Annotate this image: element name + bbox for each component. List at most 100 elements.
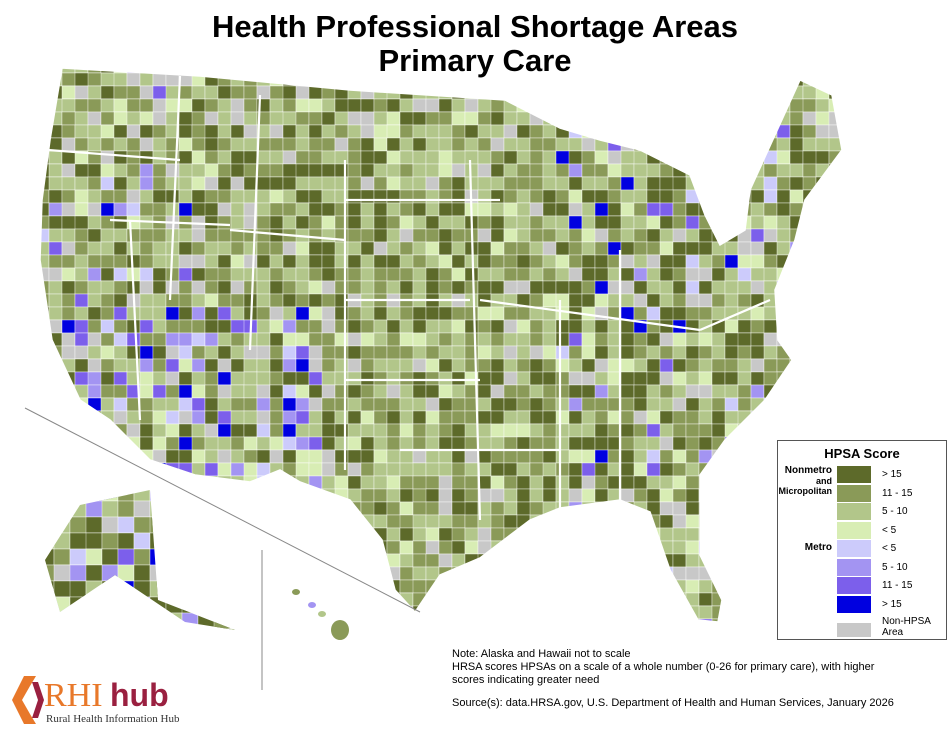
county-cell	[399, 241, 414, 256]
county-cell	[204, 449, 219, 464]
county-cell	[69, 490, 103, 502]
county-cell	[256, 488, 271, 503]
county-cell	[724, 68, 739, 74]
county-cell	[789, 267, 817, 282]
county-cell	[594, 124, 622, 139]
county-cell	[568, 397, 583, 412]
county-cell	[594, 150, 609, 165]
county-cell	[555, 254, 570, 269]
county-cell	[40, 592, 50, 607]
county-cell	[490, 85, 505, 100]
county-cell	[724, 501, 739, 516]
county-cell	[412, 228, 427, 243]
county-cell	[243, 397, 258, 412]
county-cell	[133, 532, 151, 550]
county-cell	[61, 501, 76, 516]
county-cell	[698, 345, 713, 360]
legend-group-nonmetro: Nonmetro and Micropolitan	[779, 465, 833, 497]
county-cell	[659, 68, 687, 74]
county-cell	[113, 579, 128, 594]
county-cell	[61, 436, 76, 451]
county-cell	[503, 488, 518, 503]
county-cell	[425, 215, 440, 230]
county-cell	[451, 332, 466, 347]
county-cell	[646, 410, 661, 425]
county-cell	[74, 137, 89, 152]
county-cell	[594, 254, 609, 269]
county-cell	[750, 137, 765, 152]
county-cell	[217, 150, 232, 165]
county-cell	[360, 410, 375, 425]
county-cell	[282, 241, 297, 256]
rhihub-logo[interactable]: RHI hub Rural Health Information Hub	[10, 670, 210, 731]
county-cell	[789, 371, 804, 386]
county-cell	[230, 553, 245, 568]
county-cell	[373, 306, 388, 321]
county-cell	[373, 449, 388, 464]
county-cell	[568, 553, 596, 568]
county-cell	[61, 176, 76, 191]
county-cell	[711, 371, 726, 386]
county-cell	[698, 501, 726, 516]
county-cell	[213, 532, 231, 550]
county-cell	[399, 384, 414, 399]
county-cell	[347, 124, 362, 139]
county-cell	[594, 605, 609, 620]
county-cell	[815, 68, 830, 74]
county-cell	[412, 358, 427, 373]
county-cell	[204, 553, 219, 568]
county-cell	[308, 514, 323, 529]
county-cell	[828, 358, 842, 373]
county-cell	[165, 202, 180, 217]
county-cell	[633, 241, 648, 256]
county-cell	[399, 618, 427, 622]
county-cell	[74, 605, 89, 620]
county-cell	[555, 345, 570, 360]
alaska	[45, 490, 235, 630]
county-cell	[685, 150, 713, 165]
county-cell	[308, 124, 323, 139]
county-cell	[594, 410, 609, 425]
county-cell	[126, 163, 141, 178]
county-cell	[633, 475, 648, 490]
county-cell	[737, 150, 765, 165]
county-cell	[61, 332, 76, 347]
county-cell	[737, 553, 752, 568]
county-cell	[776, 176, 791, 191]
county-cell	[100, 345, 115, 360]
county-cell	[594, 72, 609, 87]
county-cell	[373, 566, 388, 581]
county-cell	[282, 592, 297, 607]
county-cell	[165, 267, 180, 282]
county-cell	[763, 345, 778, 360]
county-cell	[529, 85, 544, 100]
county-cell	[213, 490, 235, 502]
county-cell	[113, 436, 128, 451]
county-cell	[594, 293, 609, 308]
county-cell	[230, 267, 245, 282]
county-cell	[568, 68, 583, 74]
county-cell	[620, 254, 635, 269]
county-cell	[477, 319, 492, 334]
county-cell	[178, 68, 193, 74]
county-cell	[737, 332, 752, 347]
county-cell	[529, 68, 557, 74]
county-cell	[672, 410, 687, 425]
county-cell	[282, 332, 297, 347]
county-cell	[425, 605, 440, 620]
county-cell	[269, 137, 284, 152]
county-cell	[438, 228, 453, 243]
county-cell	[347, 605, 362, 620]
county-cell	[555, 527, 583, 542]
county-cell	[451, 72, 466, 87]
county-cell	[620, 72, 635, 87]
county-cell	[61, 280, 76, 295]
county-cell	[204, 202, 219, 217]
county-cell	[282, 605, 297, 620]
county-cell	[295, 462, 310, 477]
county-cell	[243, 98, 258, 113]
county-cell	[101, 516, 119, 534]
county-cell	[113, 618, 141, 622]
county-cell	[213, 612, 231, 630]
legend-group-label: Nonmetro	[784, 465, 832, 476]
